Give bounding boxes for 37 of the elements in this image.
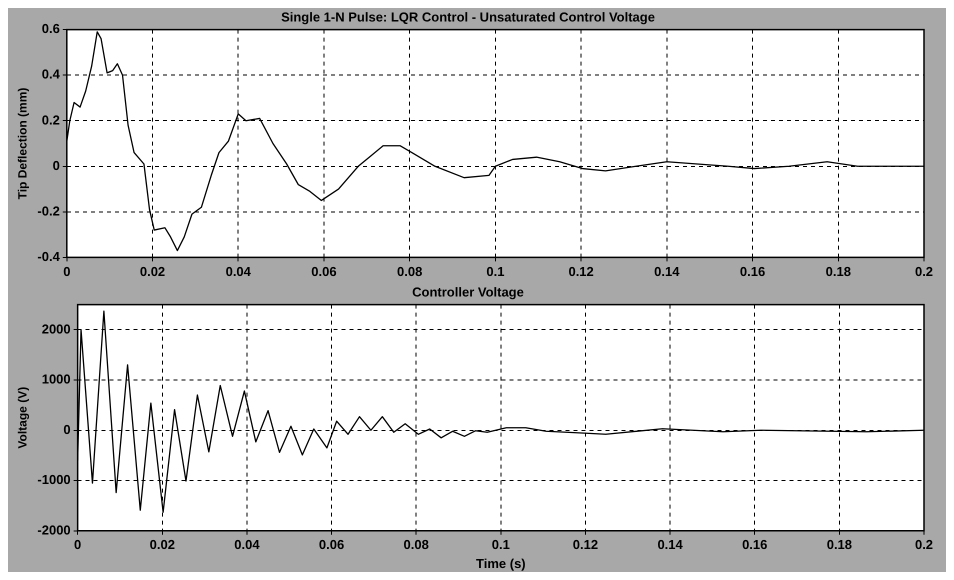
y-tick-label: 0.6: [42, 21, 60, 36]
y-axis-title: Tip Deflection (mm): [16, 88, 30, 200]
y-tick-label: -0.4: [37, 248, 61, 264]
y-axis-title: Voltage (V): [16, 386, 30, 449]
y-tick-label: 0.4: [42, 66, 61, 82]
x-tick-label: 0.12: [572, 537, 598, 552]
x-tick-label: 0.2: [914, 537, 934, 552]
x-axis-title: Time (s): [476, 556, 526, 571]
x-tick-label: 0.02: [140, 264, 166, 279]
y-tick-label: -2000: [37, 522, 71, 538]
x-tick-label: 0.1: [486, 264, 504, 279]
y-tick-label: 0: [63, 422, 71, 437]
x-tick-label: 0.18: [826, 264, 851, 279]
x-tick-label: 0.04: [226, 264, 252, 279]
x-tick-label: 0.1: [492, 537, 510, 552]
x-tick-label: 0.16: [740, 264, 766, 279]
y-tick-label: 1000: [42, 372, 71, 387]
x-tick-label: 0.14: [657, 537, 684, 552]
x-tick-label: 0.2: [914, 264, 934, 279]
x-tick-label: 0.18: [826, 537, 852, 552]
x-tick-label: 0.14: [654, 264, 680, 279]
x-tick-label: 0.04: [234, 537, 260, 552]
x-tick-label: 0.06: [318, 537, 344, 552]
y-tick-label: -1000: [37, 472, 71, 488]
x-tick-label: 0.08: [397, 264, 422, 279]
x-tick-label: 0.08: [404, 537, 429, 552]
x-tick-label: 0: [74, 537, 82, 552]
x-tick-label: 0.02: [150, 537, 175, 552]
chart-title: Single 1-N Pulse: LQR Control - Unsaturated Control Voltage: [281, 9, 655, 24]
x-tick-label: 0.12: [568, 264, 594, 279]
chart-title: Controller Voltage: [412, 284, 524, 300]
x-tick-label: 0.06: [311, 264, 337, 279]
x-tick-label: 0.16: [742, 537, 768, 552]
y-tick-label: 2000: [42, 321, 71, 336]
y-tick-label: -0.2: [37, 203, 60, 218]
y-tick-label: 0: [52, 158, 60, 173]
y-tick-label: 0.2: [42, 112, 60, 128]
